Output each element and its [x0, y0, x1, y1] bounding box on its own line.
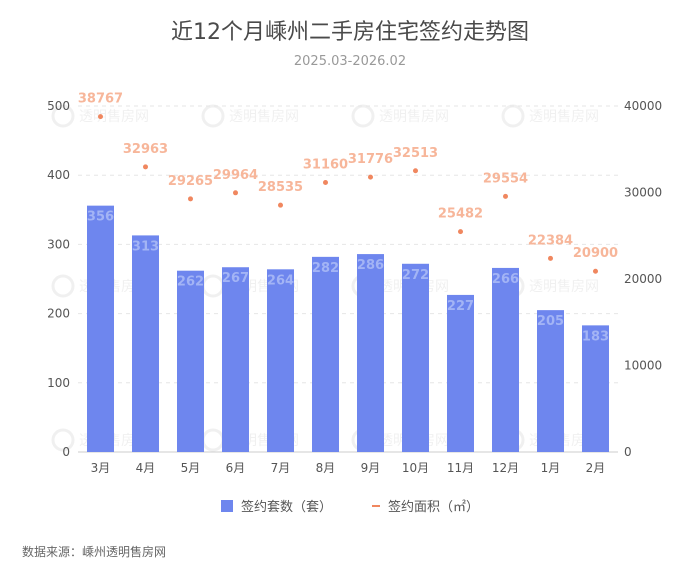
bar-11月	[447, 294, 474, 452]
area-point-9月	[368, 174, 373, 180]
bar-9月	[357, 254, 384, 452]
area-point-2月	[593, 268, 598, 274]
bar-5月	[177, 270, 204, 452]
bar-12月	[492, 267, 519, 452]
area-point-6月	[233, 190, 238, 196]
area-label: 20900	[573, 246, 618, 261]
right-tick-label: 40000	[624, 99, 662, 113]
area-label: 29554	[483, 171, 528, 186]
area-point-12月	[503, 193, 508, 199]
bar-4月	[132, 235, 159, 452]
x-tick-label: 1月	[541, 461, 561, 475]
bar-1月	[537, 310, 564, 452]
count-label: 282	[312, 261, 339, 276]
legend-bar-label: 签约套数（套）	[240, 500, 332, 515]
area-point-8月	[323, 179, 328, 185]
x-tick-label: 5月	[181, 461, 201, 475]
left-tick-label: 300	[47, 237, 70, 251]
area-label: 28535	[258, 180, 303, 195]
left-tick-label: 0	[62, 445, 70, 459]
bar-8月	[312, 256, 339, 452]
left-tick-label: 100	[47, 376, 70, 390]
x-tick-label: 7月	[271, 461, 291, 475]
x-tick-label: 4月	[136, 461, 156, 475]
count-label: 262	[177, 275, 204, 290]
left-tick-label: 400	[47, 168, 70, 182]
legend-line-label: 签约面积（㎡）	[388, 500, 480, 515]
right-tick-label: 10000	[624, 359, 662, 373]
count-label: 356	[87, 210, 114, 225]
x-tick-label: 11月	[447, 461, 474, 475]
right-tick-label: 30000	[624, 186, 662, 200]
area-label: 25482	[438, 207, 483, 222]
x-tick-label: 3月	[91, 461, 111, 475]
count-label: 205	[537, 314, 564, 329]
right-tick-label: 20000	[624, 272, 662, 286]
legend-line-swatch	[372, 504, 380, 507]
x-tick-label: 2月	[586, 461, 606, 475]
bar-3月	[87, 205, 114, 452]
count-label: 313	[132, 239, 159, 254]
area-label: 38767	[78, 92, 123, 107]
watermark: 透明售房网	[501, 104, 599, 128]
x-tick-label: 9月	[361, 461, 381, 475]
svg-text:透明售房网: 透明售房网	[379, 109, 449, 125]
area-point-11月	[458, 229, 463, 235]
count-label: 272	[402, 268, 429, 283]
count-label: 227	[447, 299, 474, 314]
watermark: 透明售房网	[51, 104, 149, 128]
count-label: 183	[582, 329, 609, 344]
x-tick-label: 8月	[316, 461, 336, 475]
area-point-4月	[143, 164, 148, 170]
svg-text:透明售房网: 透明售房网	[529, 279, 599, 295]
x-tick-label: 12月	[492, 461, 519, 475]
bar-2月	[582, 325, 609, 452]
chart-canvas: 透明售房网透明售房网透明售房网透明售房网透明售房网透明售房网透明售房网透明售房网…	[47, 92, 662, 475]
watermark: 透明售房网	[351, 104, 449, 128]
bar-10月	[402, 263, 429, 452]
area-label: 32963	[123, 142, 168, 157]
area-point-5月	[188, 196, 193, 202]
chart-subtitle: 2025.03-2026.02	[293, 54, 407, 69]
right-tick-label: 0	[624, 445, 632, 459]
area-point-1月	[548, 255, 553, 261]
watermark: 透明售房网	[201, 104, 299, 128]
count-label: 264	[267, 273, 294, 288]
x-tick-label: 10月	[402, 461, 429, 475]
data-source: 数据来源：嵊州透明售房网	[22, 545, 167, 559]
count-label: 267	[222, 271, 249, 286]
area-label: 22384	[528, 233, 573, 248]
area-label: 32513	[393, 146, 438, 161]
bar-7月	[267, 269, 294, 452]
area-point-3月	[98, 114, 103, 120]
chart-title: 近12个月嵊州二手房住宅签约走势图	[171, 20, 529, 45]
x-tick-label: 6月	[226, 461, 246, 475]
legend-item-line[interactable]: 签约面积（㎡）	[372, 496, 479, 515]
legend-bar-swatch	[220, 499, 233, 512]
area-label: 31160	[303, 157, 348, 172]
area-label: 29964	[213, 168, 258, 183]
svg-text:透明售房网: 透明售房网	[229, 109, 299, 125]
svg-text:透明售房网: 透明售房网	[79, 109, 149, 125]
count-label: 286	[357, 258, 384, 273]
left-tick-label: 200	[47, 307, 70, 321]
area-label: 31776	[348, 152, 393, 167]
area-point-7月	[278, 202, 283, 208]
left-tick-label: 500	[47, 99, 70, 113]
legend-item-bar[interactable]: 签约套数（套）	[220, 496, 332, 515]
area-label: 29265	[168, 174, 213, 189]
area-point-10月	[413, 168, 418, 174]
bar-6月	[222, 267, 249, 452]
chart-legend: 签约套数（套） 签约面积（㎡）	[0, 496, 700, 515]
svg-text:透明售房网: 透明售房网	[529, 109, 599, 125]
count-label: 266	[492, 272, 519, 287]
